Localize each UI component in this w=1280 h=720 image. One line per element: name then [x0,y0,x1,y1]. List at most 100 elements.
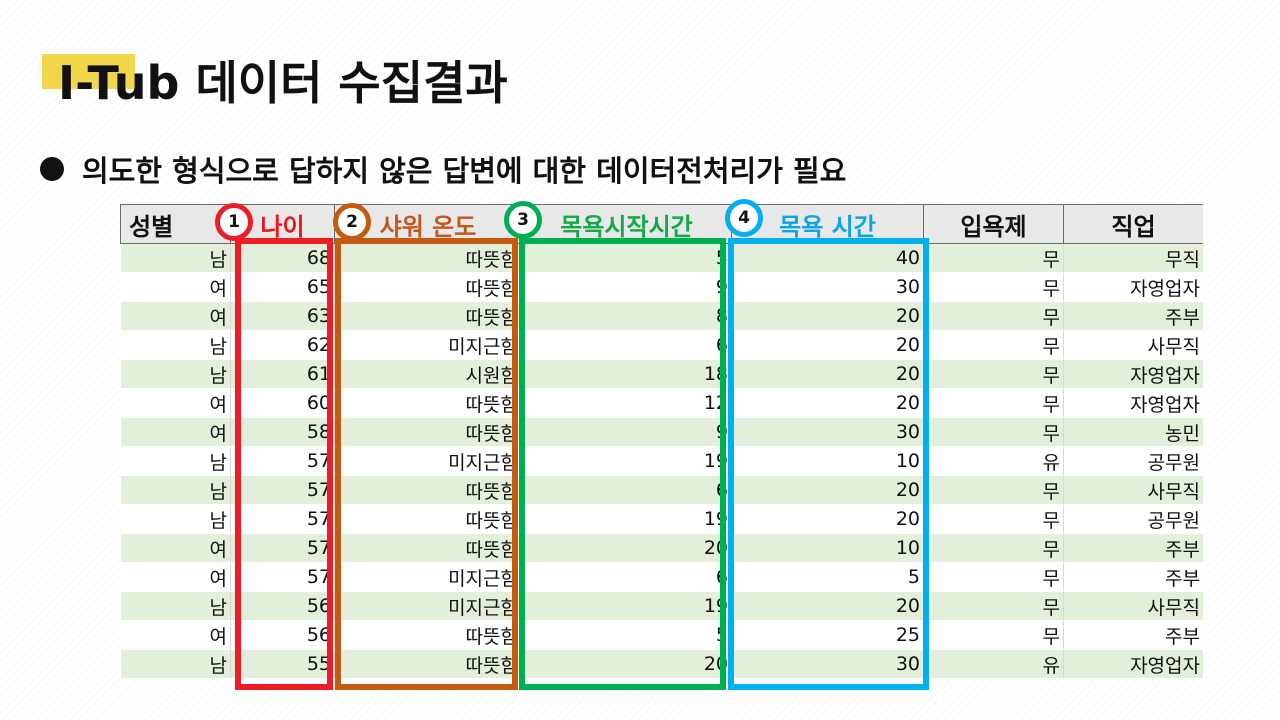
bath-start-highlight-box [519,238,726,690]
cell-age: 65 [230,272,335,302]
cell-gender: 남 [120,330,231,360]
age-highlight-box [235,238,333,690]
data-sheet: 성별 나이 샤워 온도 목욕시작시간 목욕 시간 입욕제 직업 남 68 따뜻함 5 4… [120,204,1203,684]
cell-gender: 남 [120,504,231,534]
cell-job: 자영업자 [1063,649,1203,679]
cell-age: 60 [230,388,335,418]
cell-bath-additive: 무 [923,620,1064,650]
title-accent-bar [42,54,135,89]
cell-bath-duration: 20 [731,504,924,534]
shower-temp-highlight-box [335,238,518,690]
cell-gender: 여 [120,417,231,447]
cell-job: 공무원 [1063,504,1203,534]
cell-shower-temp: 미지근함 [334,446,522,476]
cell-age: 56 [230,620,335,650]
cell-age: 57 [230,504,335,534]
cell-bath-additive: 무 [923,243,1064,273]
badge-3: 3 [504,201,542,239]
cell-bath-duration: 20 [731,388,924,418]
cell-bath-additive: 무 [923,359,1064,389]
table-body: 남 68 따뜻함 5 40 무 무직 여 65 따뜻함 9 30 무 자영업자 여 63 따뜻함 8 20 무 주부 남 6… [120,243,1203,679]
table-row: 여 56 따뜻함 5 25 무 주부 [120,620,1203,650]
cell-shower-temp: 따뜻함 [334,301,522,331]
cell-bath-start: 20 [521,649,732,679]
col-header-job: 직업 [1063,204,1203,244]
cell-age: 57 [230,562,335,592]
cell-bath-additive: 무 [923,301,1064,331]
table-row: 남 61 시원함 18 20 무 자영업자 [120,359,1203,389]
cell-shower-temp: 미지근함 [334,330,522,360]
cell-age: 58 [230,417,335,447]
cell-job: 자영업자 [1063,272,1203,302]
cell-bath-additive: 무 [923,504,1064,534]
cell-shower-temp: 따뜻함 [334,620,522,650]
cell-age: 56 [230,591,335,621]
survey-table: 성별 나이 샤워 온도 목욕시작시간 목욕 시간 입욕제 직업 남 68 따뜻함 5 4… [120,204,1203,679]
table-row: 여 58 따뜻함 9 30 무 농민 [120,417,1203,447]
cell-gender: 남 [120,359,231,389]
cell-job: 자영업자 [1063,388,1203,418]
cell-shower-temp: 시원함 [334,359,522,389]
bath-duration-highlight-box [728,238,929,690]
cell-bath-start: 19 [521,446,732,476]
cell-bath-additive: 무 [923,330,1064,360]
cell-job: 무직 [1063,243,1203,273]
table-row: 여 57 따뜻함 20 10 무 주부 [120,533,1203,563]
slide-title: I-Tub 데이터 수집결과 [58,56,508,110]
bullet-dot-icon [40,157,64,181]
cell-shower-temp: 따뜻함 [334,243,522,273]
cell-shower-temp: 따뜻함 [334,649,522,679]
cell-age: 68 [230,243,335,273]
cell-age: 57 [230,533,335,563]
cell-shower-temp: 따뜻함 [334,504,522,534]
cell-bath-duration: 20 [731,330,924,360]
cell-bath-duration: 30 [731,417,924,447]
cell-job: 자영업자 [1063,359,1203,389]
cell-job: 사무직 [1063,591,1203,621]
badge-4: 4 [725,199,763,237]
cell-gender: 남 [120,475,231,505]
col-header-bath-duration: 목욕 시간 [731,204,924,244]
cell-gender: 남 [120,649,231,679]
cell-shower-temp: 따뜻함 [334,272,522,302]
bullet-point: 의도한 형식으로 답하지 않은 답변에 대한 데이터전처리가 필요 [40,148,846,190]
cell-age: 55 [230,649,335,679]
table-row: 남 68 따뜻함 5 40 무 무직 [120,243,1203,273]
cell-bath-duration: 10 [731,533,924,563]
cell-bath-start: 5 [521,243,732,273]
cell-bath-start: 6 [521,475,732,505]
cell-job: 주부 [1063,301,1203,331]
cell-age: 62 [230,330,335,360]
cell-job: 주부 [1063,562,1203,592]
cell-shower-temp: 미지근함 [334,562,522,592]
cell-bath-duration: 20 [731,301,924,331]
header-row: 성별 나이 샤워 온도 목욕시작시간 목욕 시간 입욕제 직업 [120,204,1203,244]
cell-bath-start: 9 [521,272,732,302]
badge-2: 2 [333,203,371,241]
cell-bath-start: 9 [521,417,732,447]
table-row: 남 57 미지근함 19 10 유 공무원 [120,446,1203,476]
cell-bath-additive: 무 [923,417,1064,447]
cell-bath-start: 18 [521,359,732,389]
col-header-bath-additive: 입욕제 [923,204,1064,244]
cell-shower-temp: 따뜻함 [334,475,522,505]
cell-job: 주부 [1063,620,1203,650]
cell-bath-additive: 유 [923,446,1064,476]
cell-gender: 남 [120,591,231,621]
table-row: 여 63 따뜻함 8 20 무 주부 [120,301,1203,331]
cell-bath-start: 6 [521,562,732,592]
table-row: 여 60 따뜻함 12 20 무 자영업자 [120,388,1203,418]
cell-gender: 여 [120,562,231,592]
cell-bath-start: 6 [521,330,732,360]
cell-bath-duration: 20 [731,475,924,505]
cell-bath-additive: 무 [923,591,1064,621]
cell-bath-additive: 유 [923,649,1064,679]
table-row: 남 55 따뜻함 20 30 유 자영업자 [120,649,1203,679]
cell-job: 공무원 [1063,446,1203,476]
cell-shower-temp: 따뜻함 [334,417,522,447]
cell-shower-temp: 미지근함 [334,591,522,621]
cell-bath-duration: 30 [731,649,924,679]
cell-gender: 여 [120,388,231,418]
cell-gender: 여 [120,620,231,650]
table-row: 남 57 따뜻함 6 20 무 사무직 [120,475,1203,505]
